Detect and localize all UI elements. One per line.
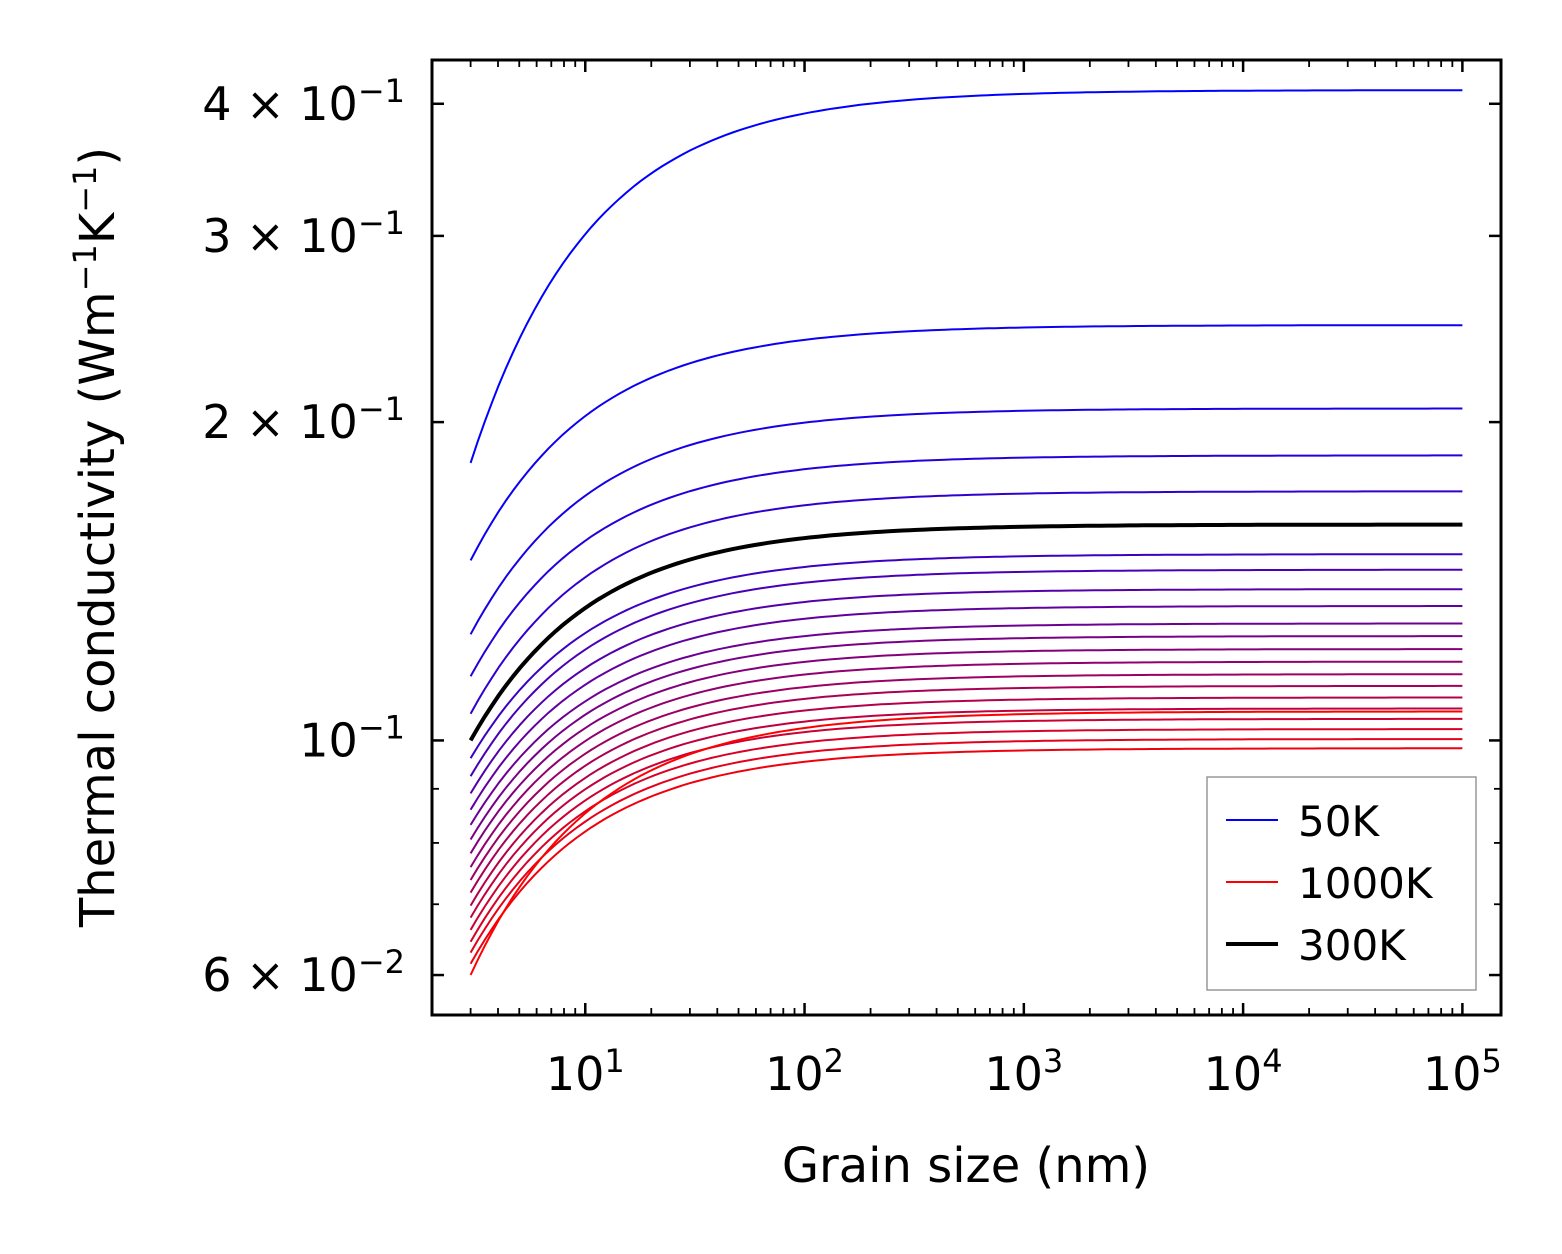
- x-axis-title: Grain size (nm): [782, 1138, 1150, 1194]
- y-axis-title: Thermal conductivity (Wm−1K−1): [66, 147, 126, 928]
- series-line-intermediate: [469, 696, 1463, 907]
- series-line-intermediate: [469, 635, 1463, 841]
- y-tick-label-0.3: 3 × 10−1: [202, 204, 405, 263]
- series-line-intermediate: [469, 747, 1463, 965]
- y-tick-label-0.1: 10−1: [299, 708, 405, 767]
- series-line-300k: [468, 522, 1463, 742]
- legend-label-300k: 300K: [1298, 921, 1407, 970]
- series-line-intermediate: [469, 622, 1463, 826]
- series-line-intermediate: [469, 717, 1463, 931]
- series-line-intermediate: [469, 728, 1463, 943]
- series-line-intermediate: [469, 660, 1463, 868]
- series-line-intermediate: [469, 407, 1463, 635]
- legend: 50K 1000K 300K: [1206, 776, 1477, 991]
- series-layer: [468, 89, 1463, 976]
- y-tick-label-0.4: 4 × 10−1: [202, 72, 405, 131]
- legend-label-1000k: 1000K: [1298, 859, 1434, 908]
- x-tick-label-1: 101: [546, 1042, 625, 1101]
- x-tick-label-5: 105: [1423, 1042, 1502, 1101]
- legend-box: [1206, 776, 1477, 991]
- major-ticks: [432, 60, 1501, 1015]
- series-line-intermediate: [469, 738, 1463, 954]
- series-line-intermediate: [469, 648, 1463, 854]
- plot-frame: [430, 58, 1503, 1017]
- series-line-intermediate: [469, 707, 1463, 919]
- series-line-1000k: [469, 710, 1463, 976]
- series-line-intermediate: [469, 684, 1463, 894]
- series-line-intermediate: [469, 568, 1463, 777]
- x-tick-label-2: 102: [765, 1042, 844, 1101]
- y-tick-label-0.2: 2 × 10−1: [202, 390, 405, 449]
- series-line-intermediate: [469, 454, 1463, 677]
- series-line-50k: [469, 89, 1463, 464]
- series-line-intermediate: [469, 324, 1463, 561]
- x-tick-label-4: 104: [1204, 1042, 1283, 1101]
- series-line-intermediate: [469, 553, 1463, 759]
- series-line-intermediate: [469, 605, 1463, 811]
- series-line-intermediate: [469, 588, 1463, 794]
- x-tick-label-3: 103: [984, 1042, 1063, 1101]
- series-line-intermediate: [469, 490, 1463, 715]
- y-tick-label-0.06: 6 × 10−2: [202, 943, 405, 1002]
- legend-label-50k: 50K: [1298, 797, 1380, 846]
- series-line-intermediate: [469, 673, 1463, 881]
